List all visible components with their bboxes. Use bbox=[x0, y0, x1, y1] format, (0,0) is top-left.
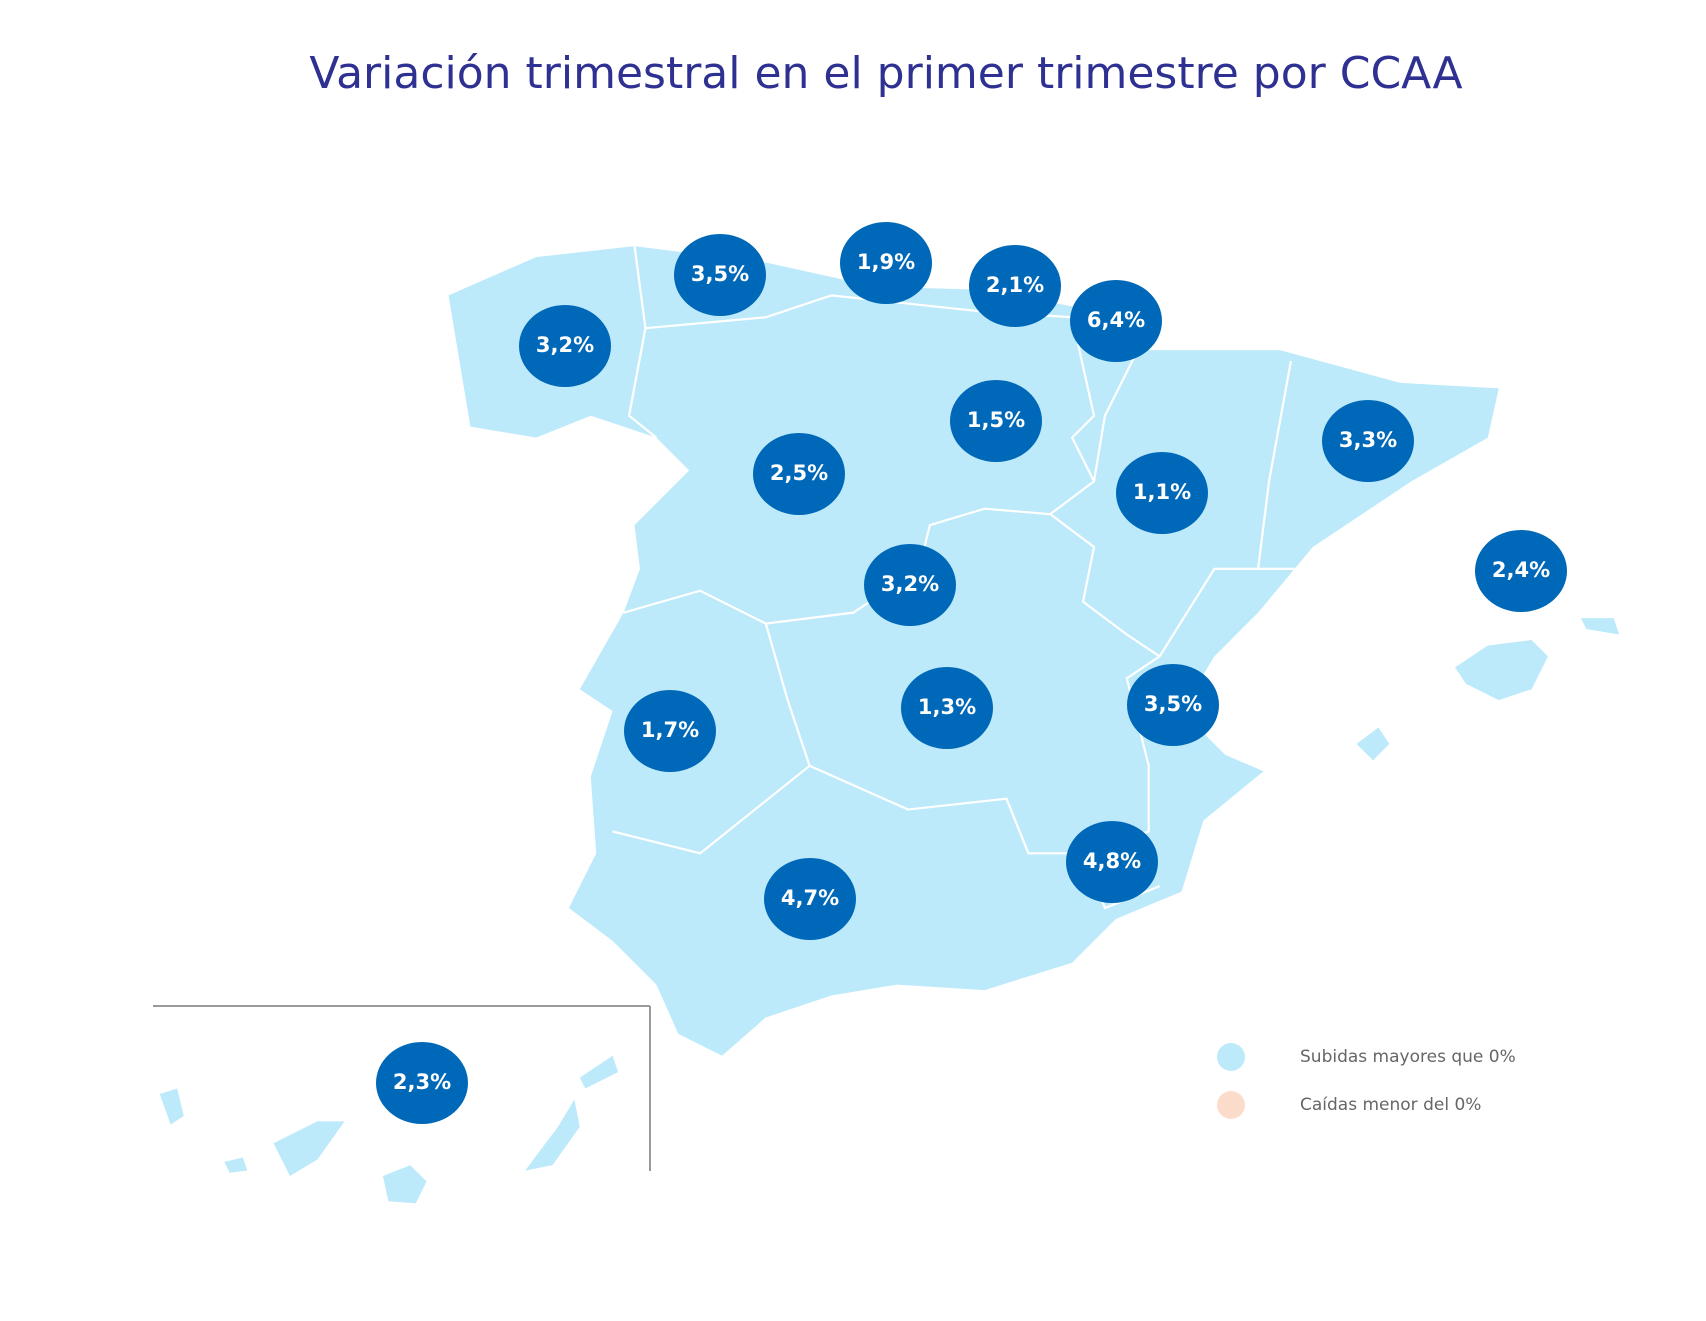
island bbox=[224, 1157, 248, 1173]
region-bubble bbox=[1127, 664, 1219, 746]
region-bubble bbox=[1475, 530, 1567, 612]
region-bubble bbox=[901, 667, 993, 749]
region-bubble bbox=[969, 245, 1061, 327]
island bbox=[382, 1165, 427, 1204]
region-value: 2,1% bbox=[986, 273, 1044, 297]
island bbox=[273, 1121, 345, 1177]
peninsula-shape bbox=[448, 246, 1499, 1056]
region-value: 3,2% bbox=[881, 572, 939, 596]
island bbox=[1356, 727, 1390, 761]
region-value: 2,4% bbox=[1492, 558, 1550, 582]
region-value: 1,7% bbox=[641, 718, 699, 742]
island bbox=[525, 1099, 580, 1171]
region-value: 3,2% bbox=[536, 333, 594, 357]
legend: Subidas mayores que 0% Caídas menor del 0… bbox=[1217, 1043, 1516, 1119]
region-bubble bbox=[1070, 280, 1162, 362]
region-value: 3,3% bbox=[1339, 428, 1397, 452]
region-value: 6,4% bbox=[1087, 308, 1145, 332]
region-bubble bbox=[950, 380, 1042, 462]
region-value: 1,1% bbox=[1133, 480, 1191, 504]
region-bubble bbox=[1116, 452, 1208, 534]
region-bubble bbox=[753, 433, 845, 515]
region-bubble bbox=[1066, 821, 1158, 903]
region-bubble bbox=[674, 234, 766, 316]
region-value: 2,5% bbox=[770, 461, 828, 485]
region-bubble bbox=[376, 1042, 468, 1124]
region-value: 1,3% bbox=[918, 695, 976, 719]
region-bubble bbox=[624, 690, 716, 772]
title: Variación trimestral en el primer trimes… bbox=[309, 48, 1462, 99]
region-bubble bbox=[864, 544, 956, 626]
bubbles: 3,2% 3,5% 1,9% 2,1% 6,4% 1,5% 2,5% 1,1% 3,3% 2,4%… bbox=[376, 222, 1567, 1124]
island bbox=[159, 1088, 184, 1125]
region-value: 3,5% bbox=[1144, 692, 1202, 716]
region-value: 1,9% bbox=[857, 250, 915, 274]
region-value: 1,5% bbox=[967, 408, 1025, 432]
legend-swatch bbox=[1217, 1091, 1245, 1119]
region-bubble bbox=[519, 305, 611, 387]
region-value: 2,3% bbox=[393, 1070, 451, 1094]
legend-label: Caídas menor del 0% bbox=[1300, 1095, 1481, 1115]
region-value: 3,5% bbox=[691, 262, 749, 286]
region-value: 4,7% bbox=[781, 886, 839, 910]
region-bubble bbox=[764, 858, 856, 940]
island bbox=[1455, 639, 1549, 701]
island bbox=[579, 1055, 619, 1089]
legend-label: Subidas mayores que 0% bbox=[1300, 1047, 1516, 1067]
region-bubble bbox=[1322, 400, 1414, 482]
legend-swatch bbox=[1217, 1043, 1245, 1071]
island bbox=[1580, 618, 1620, 635]
region-bubble bbox=[840, 222, 932, 304]
region-value: 4,8% bbox=[1083, 849, 1141, 873]
